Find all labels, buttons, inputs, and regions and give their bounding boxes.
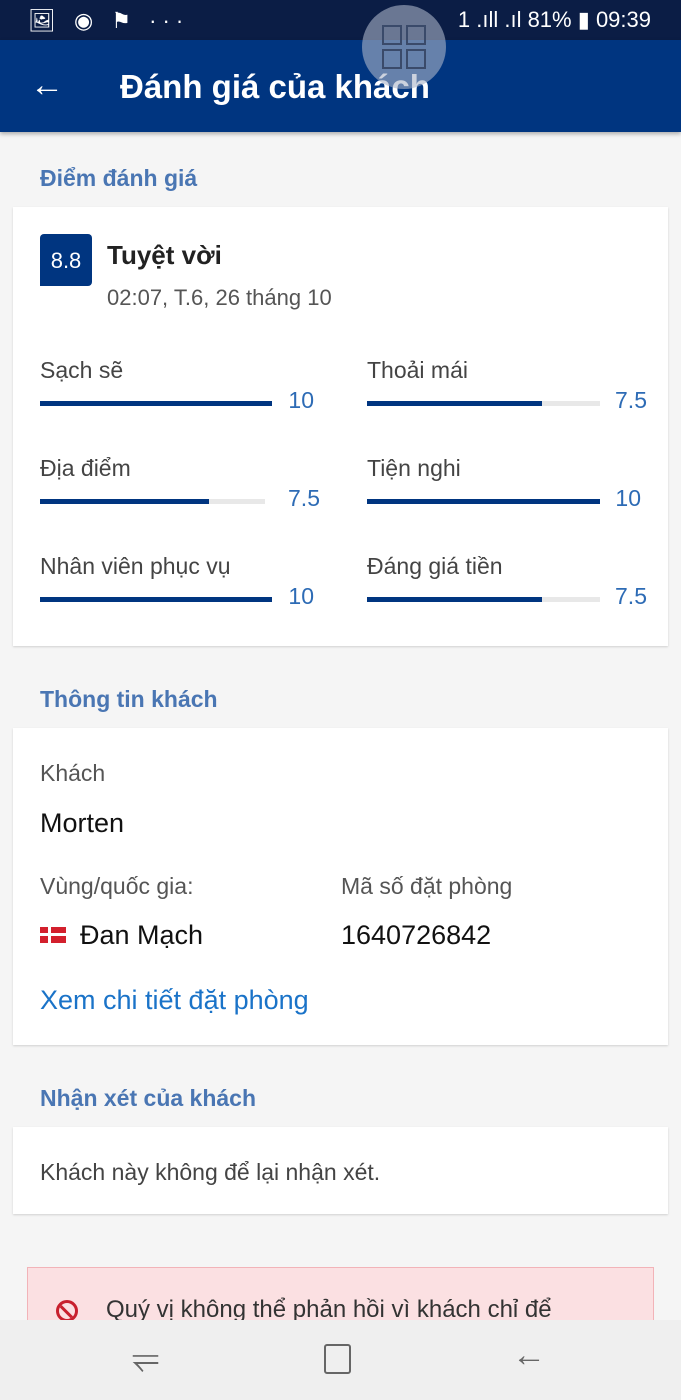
score-badge: 8.8 xyxy=(40,234,92,286)
denmark-flag-icon xyxy=(40,927,66,943)
guest-name: Morten xyxy=(40,808,125,838)
guest-heading: Thông tin khách xyxy=(40,686,218,712)
review-text: Khách này không để lại nhận xét. xyxy=(40,1159,381,1185)
review-card: Khách này không để lại nhận xét. xyxy=(13,1127,668,1214)
category-label: Sạch sẽ xyxy=(40,357,124,383)
home-icon[interactable] xyxy=(324,1344,351,1374)
back-arrow-icon[interactable]: ← xyxy=(30,66,64,104)
category-bar xyxy=(367,401,600,406)
booking-number: 1640726842 xyxy=(341,920,492,950)
status-bar: 🖼 ◉ ⚑ ··· 1 .ıll .ıl 81% ▮ 09:39 xyxy=(0,0,681,40)
category-label: Nhân viên phục vụ xyxy=(40,553,231,579)
guest-label: Khách xyxy=(40,760,106,786)
category-3: Tiện nghi 10 xyxy=(367,455,647,511)
status-right: 1 .ıll .ıl 81% ▮ 09:39 xyxy=(457,7,651,32)
category-value: 10 xyxy=(615,485,641,511)
view-booking-details-link[interactable]: Xem chi tiết đặt phòng xyxy=(40,985,309,1015)
category-0: Sạch sẽ 10 xyxy=(40,357,320,413)
category-value: 7.5 xyxy=(288,485,320,511)
category-bar-fill xyxy=(40,401,272,406)
system-nav-bar: ⥫ ← xyxy=(0,1320,681,1400)
score-card: 8.8 Tuyệt vời 02:07, T.6, 26 tháng 10 Sạ… xyxy=(13,207,668,646)
category-value: 10 xyxy=(288,583,314,609)
category-bar xyxy=(40,401,272,406)
guest-card: Khách Morten Vùng/quốc gia: Mã số đặt ph… xyxy=(13,728,668,1045)
category-label: Thoải mái xyxy=(367,357,468,383)
rating-label: Tuyệt vời xyxy=(107,240,222,270)
category-bar xyxy=(367,597,600,602)
category-bar-fill xyxy=(40,597,272,602)
app-bar: ← Đánh giá của khách xyxy=(0,40,681,132)
category-bar xyxy=(40,597,272,602)
notification-icons: 🖼 ◉ ⚑ ··· xyxy=(28,8,190,33)
category-bar-fill xyxy=(40,499,209,504)
category-2: Địa điểm 7.5 xyxy=(40,455,320,511)
category-label: Tiện nghi xyxy=(367,455,461,481)
category-value: 10 xyxy=(288,387,314,413)
recent-apps-icon[interactable]: ⥫ xyxy=(132,1338,160,1376)
country-value: Đan Mạch xyxy=(80,920,204,950)
country-label: Vùng/quốc gia: xyxy=(40,873,194,899)
category-1: Thoải mái 7.5 xyxy=(367,357,647,413)
category-bar xyxy=(367,499,600,504)
booking-label: Mã số đặt phòng xyxy=(341,873,513,899)
category-4: Nhân viên phục vụ 10 xyxy=(40,553,320,609)
floating-multiwindow-icon[interactable] xyxy=(362,5,446,89)
score-heading: Điểm đánh giá xyxy=(40,165,198,191)
category-label: Đáng giá tiền xyxy=(367,553,503,579)
back-nav-icon[interactable]: ← xyxy=(512,1336,546,1374)
category-value: 7.5 xyxy=(615,583,647,609)
category-label: Địa điểm xyxy=(40,455,131,481)
category-bar-fill xyxy=(367,499,600,504)
review-heading: Nhận xét của khách xyxy=(40,1085,257,1111)
category-bar xyxy=(40,499,265,504)
alert-text: Quý vị không thể phản hồi vì khách chỉ đ… xyxy=(106,1296,552,1323)
category-value: 7.5 xyxy=(615,387,647,413)
prohibited-icon xyxy=(56,1300,78,1322)
category-bar-fill xyxy=(367,401,542,406)
category-bar-fill xyxy=(367,597,542,602)
review-date: 02:07, T.6, 26 tháng 10 xyxy=(107,285,332,310)
category-5: Đáng giá tiền 7.5 xyxy=(367,553,647,609)
